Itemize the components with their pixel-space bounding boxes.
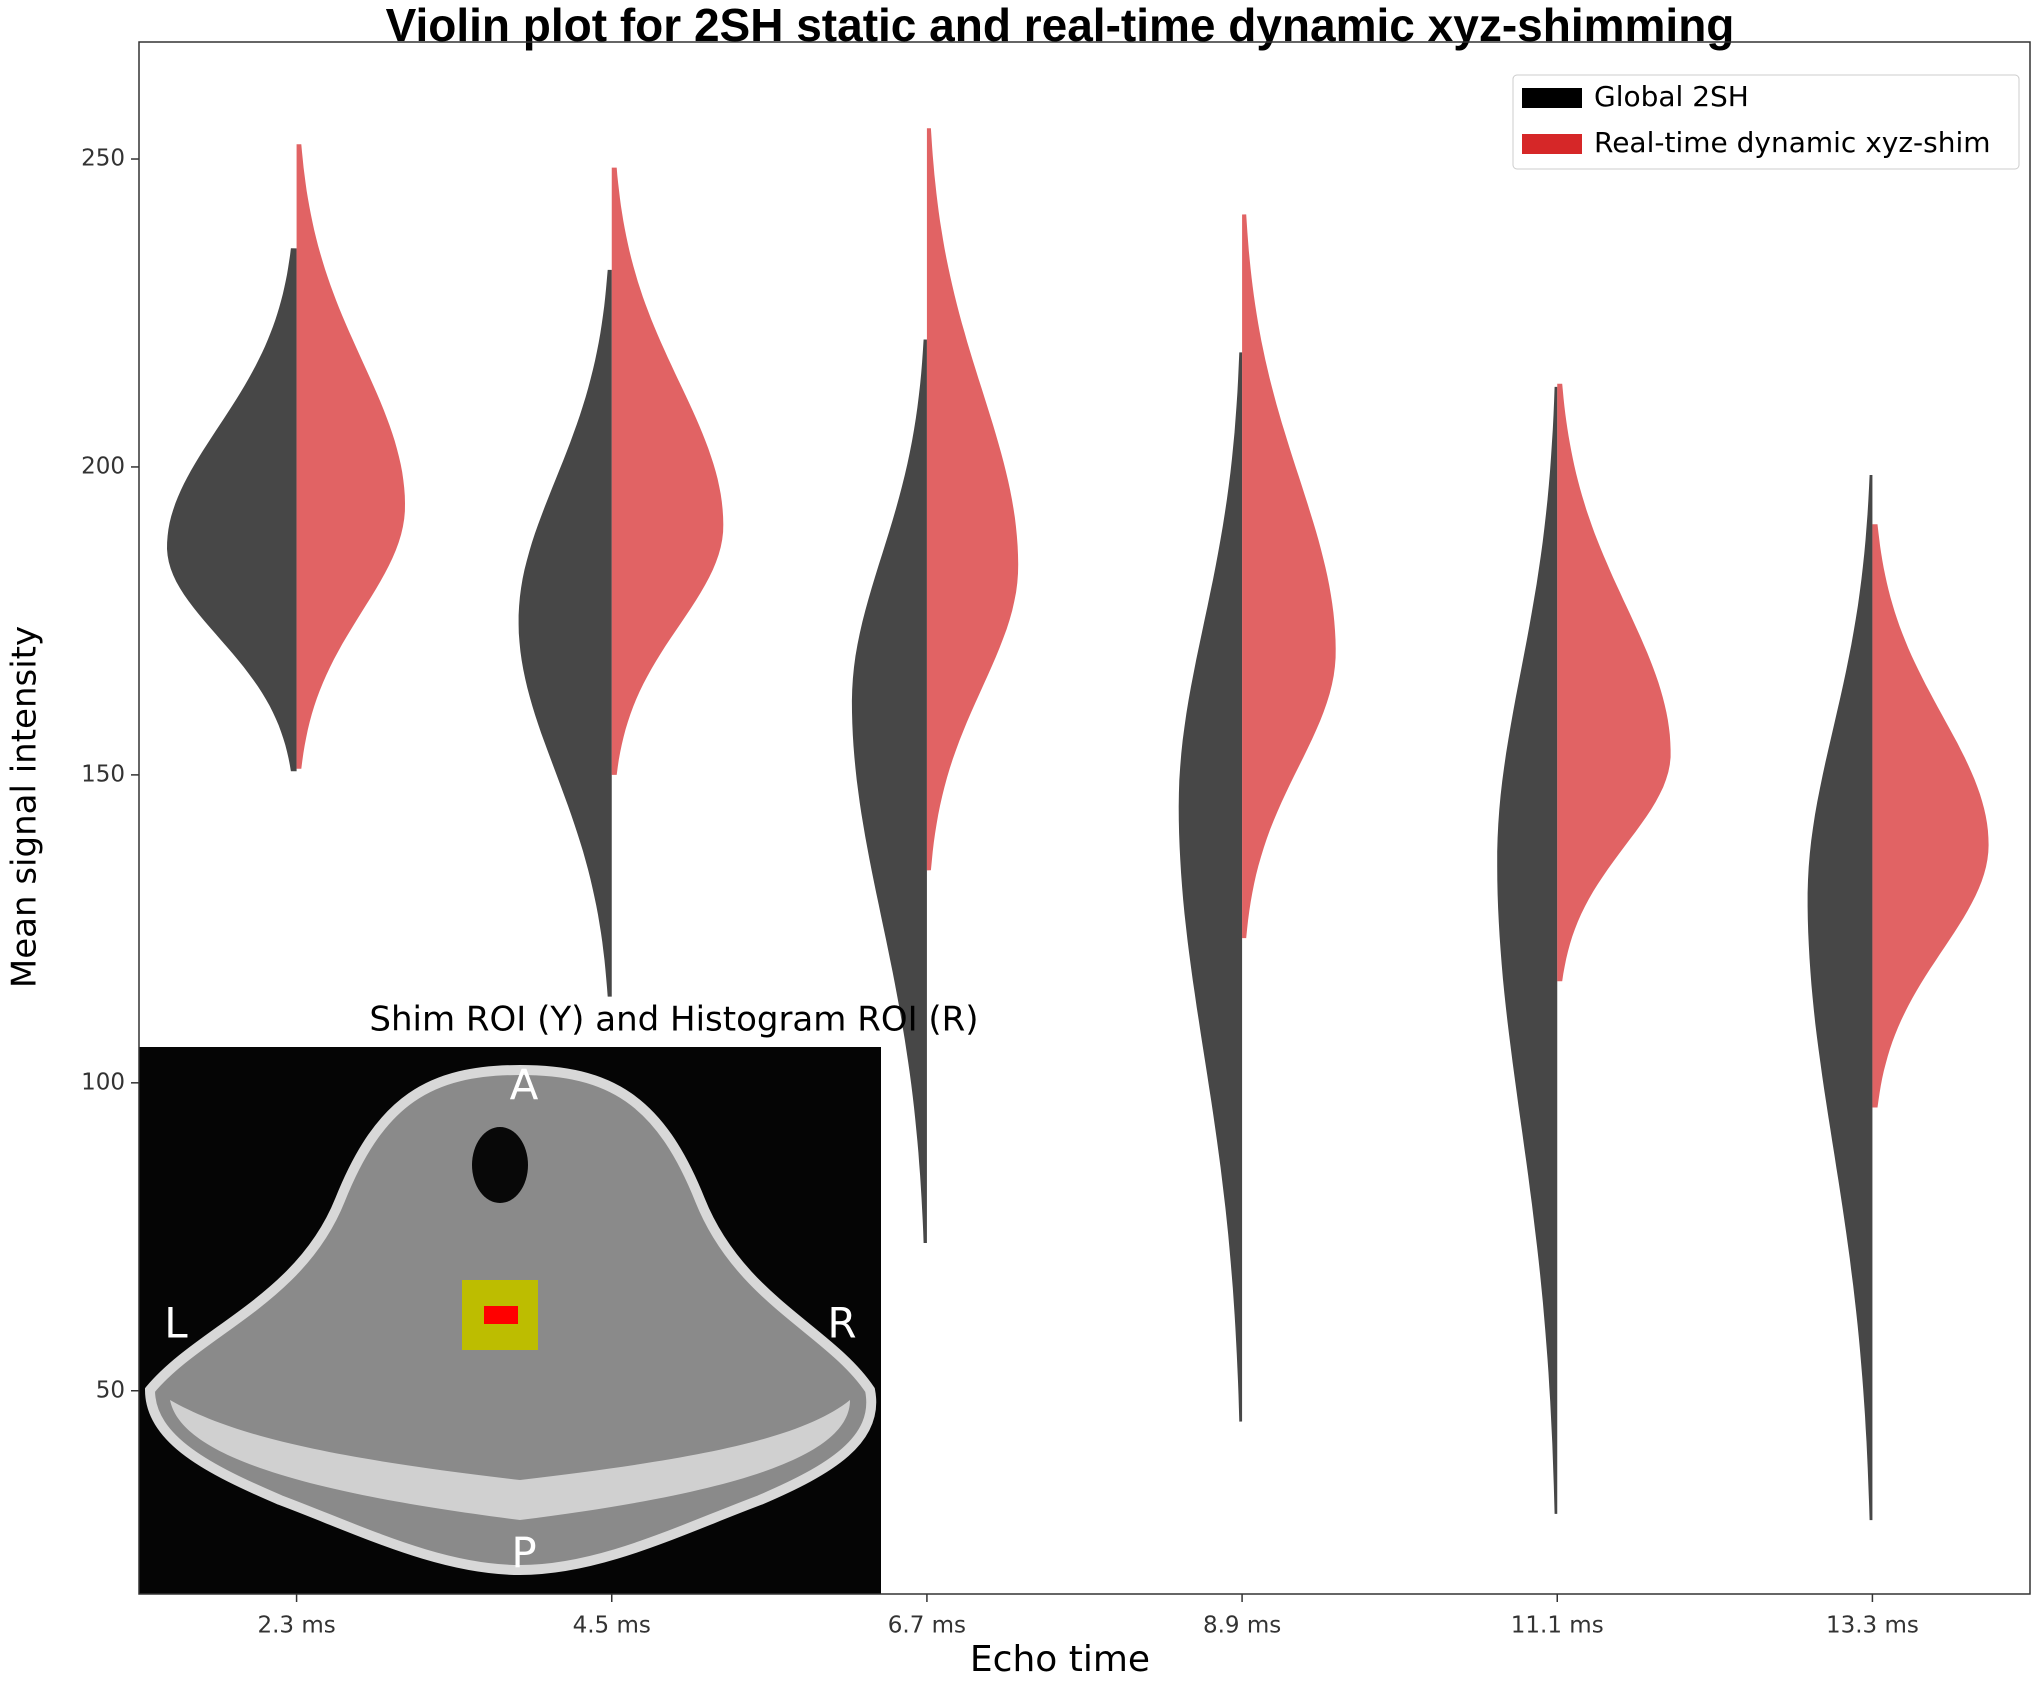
violin-half [1807,474,1873,1521]
legend: Global 2SH Real-time dynamic xyz-shim [1512,74,2020,170]
y-axis-label: Mean signal intensity [5,626,45,988]
chart-title: Violin plot for 2SH static and real-time… [386,0,1735,51]
inset-title: Shim ROI (Y) and Histogram ROI (R) [369,1000,978,1040]
x-axis-label: Echo time [970,1639,1150,1680]
inset-image: Shim ROI (Y) and Histogram ROI (R) A L R… [139,1000,979,1594]
subcutaneous-fat [170,1400,850,1520]
x-tick-label: 2.3 ms [257,1613,335,1639]
legend-box [1512,74,2020,170]
violin-half [1497,386,1558,1514]
x-tick-label: 8.9 ms [1203,1613,1281,1639]
airway [472,1127,528,1203]
violin-half [296,144,405,769]
violin-half [611,167,724,775]
violin-half [1872,524,1989,1108]
legend-swatch [1522,134,1582,154]
y-tick-label: 100 [81,1069,125,1095]
plot-frame [138,41,2031,1595]
y-tick-label: 50 [96,1377,125,1403]
violin-half [926,128,1019,871]
y-tick-label: 150 [81,761,125,787]
inset-label: P [511,1529,536,1578]
violin-half [518,269,612,997]
plot-area: 50 100 150 200 250 2.3 ms 4.5 ms 6.7 ms 8.9 ms 11… [81,128,1989,1639]
legend-label: Real-time dynamic xyz-shim [1594,126,1991,159]
violin-half [851,339,927,1243]
violin-half [167,248,297,772]
y-tick-label: 250 [81,146,125,172]
legend-label: Global 2SH [1594,80,1749,113]
histogram-roi [484,1306,518,1324]
inset-label: R [827,1299,856,1348]
y-tick-label: 200 [81,453,125,479]
x-tick-label: 11.1 ms [1511,1613,1604,1639]
inset-label: L [164,1299,188,1348]
violin-half [1557,383,1671,982]
violin-half [1178,352,1243,1422]
x-tick-label: 6.7 ms [888,1613,966,1639]
inset-label: A [510,1061,539,1110]
legend-swatch [1522,88,1582,108]
x-tick-label: 13.3 ms [1826,1613,1919,1639]
x-tick-label: 4.5 ms [573,1613,651,1639]
violin-half [1242,214,1336,939]
